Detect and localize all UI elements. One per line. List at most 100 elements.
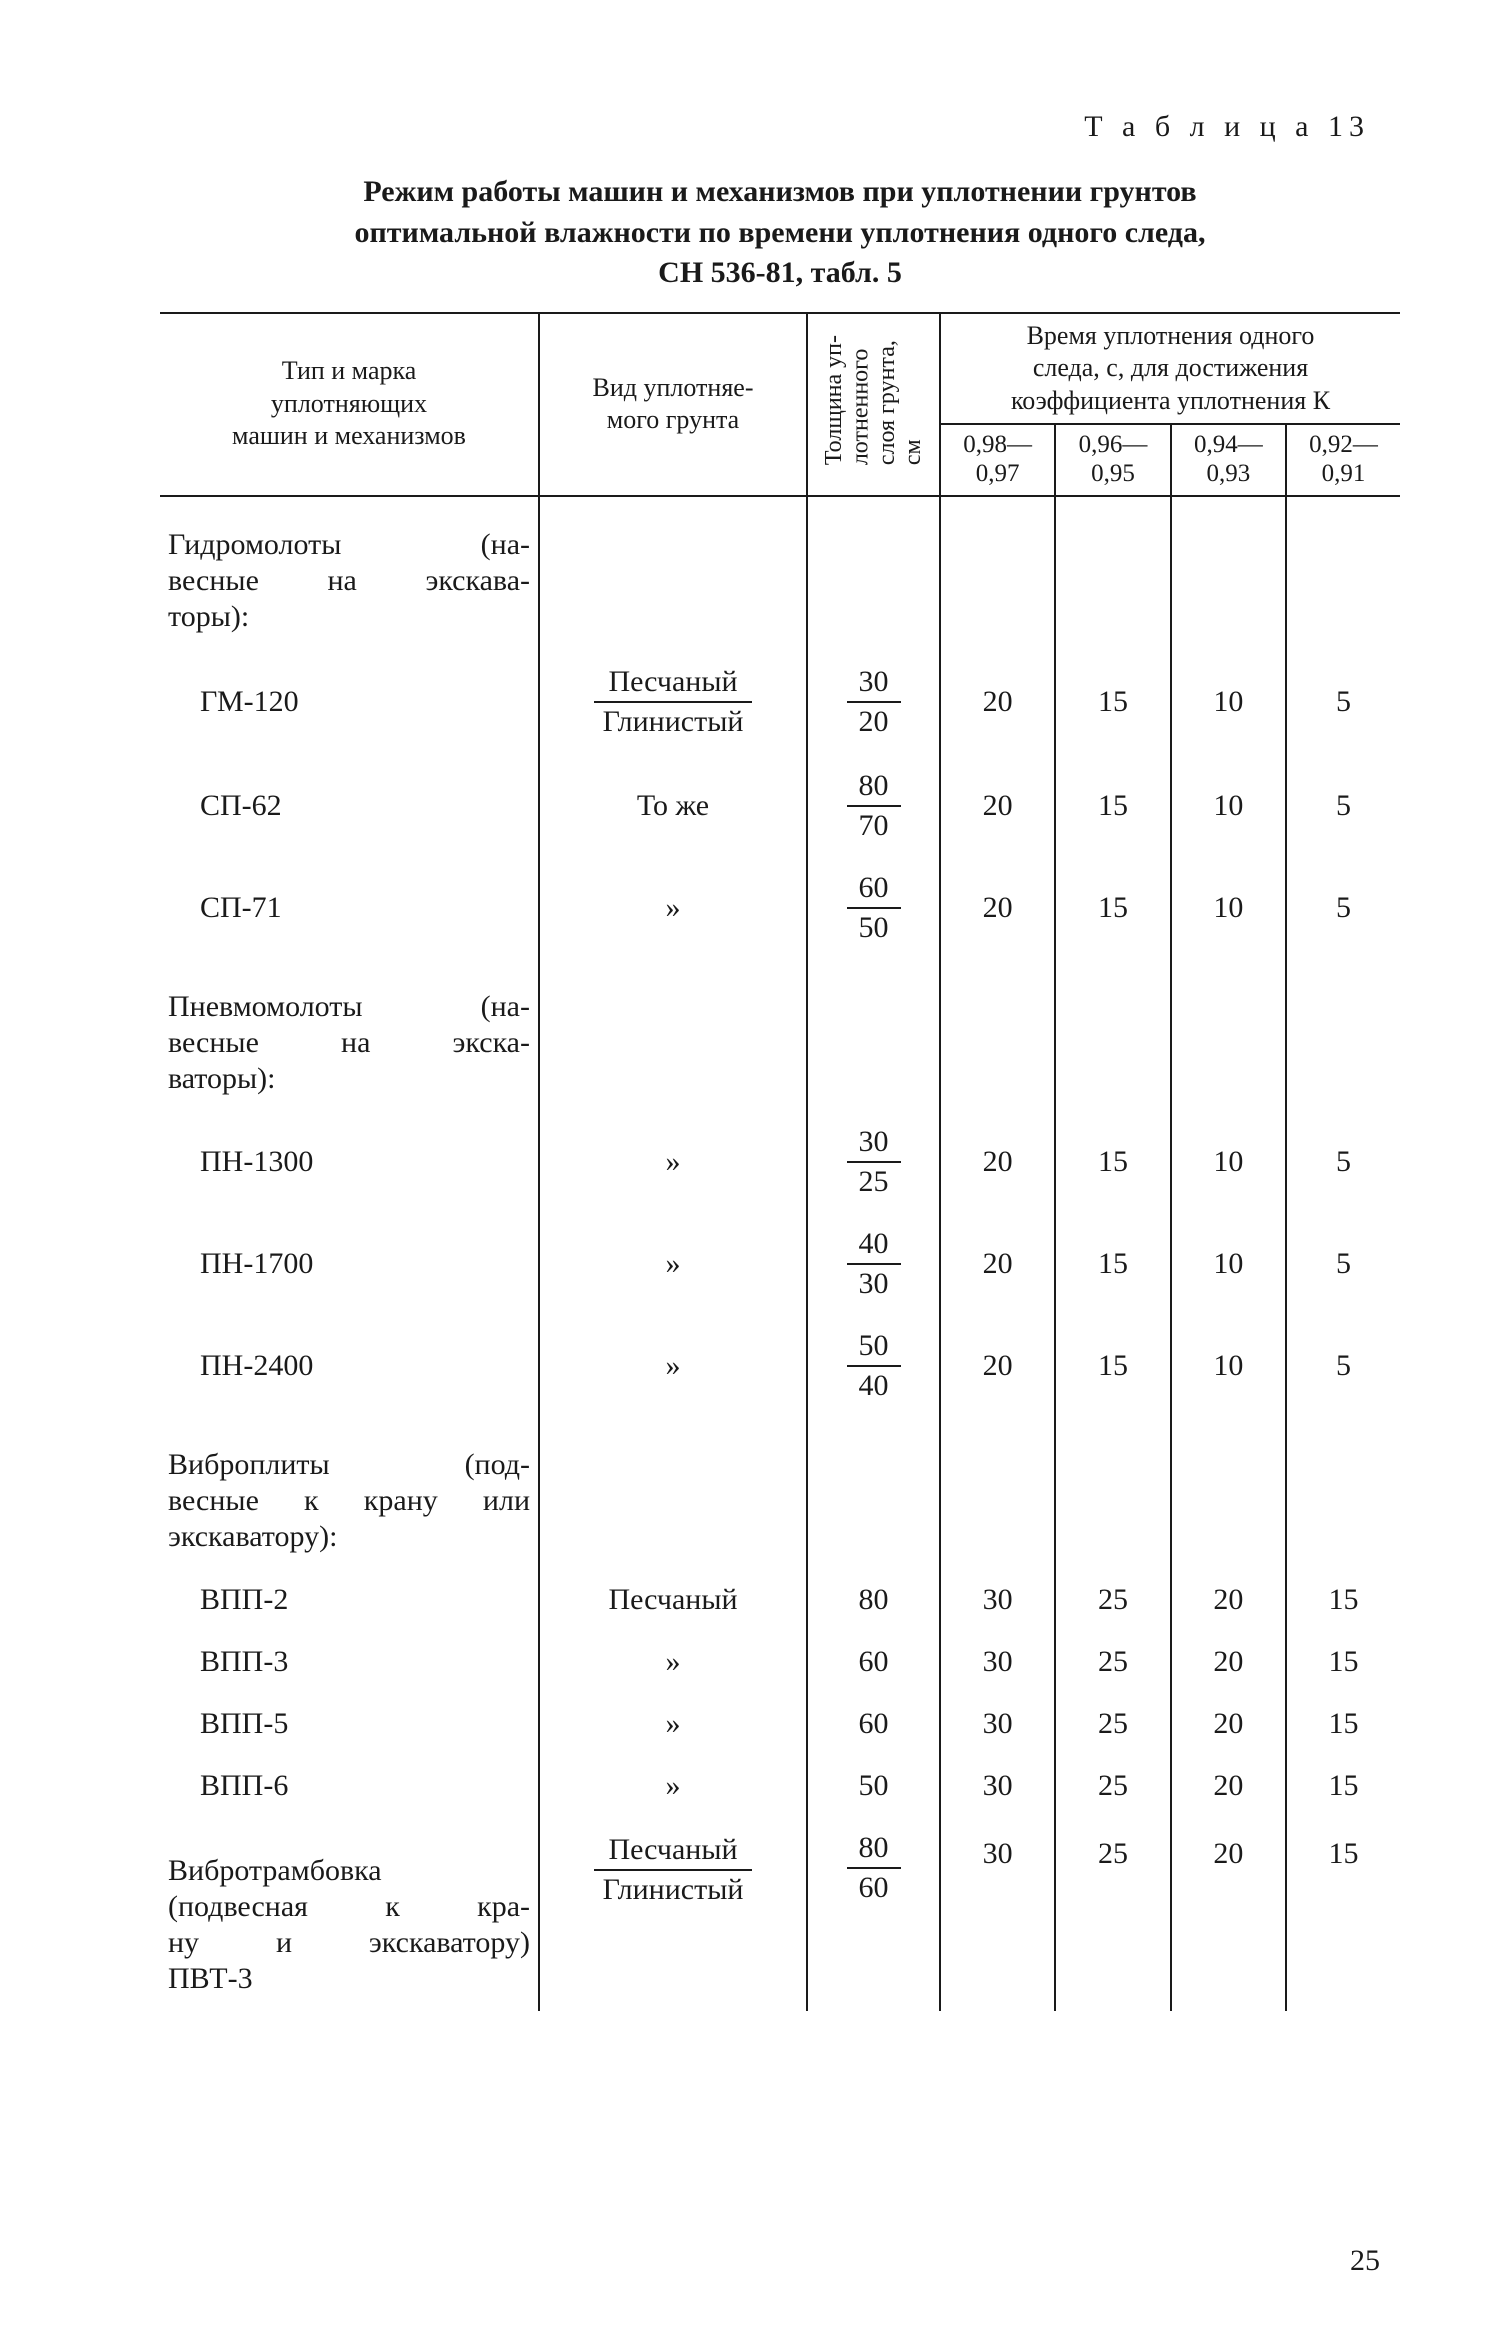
k-value: 5 [1286,1111,1400,1213]
cell-empty [1171,496,1286,649]
k-value: 10 [1171,857,1286,959]
table-row: ВПП-6»5030252015 [160,1755,1400,1817]
cell-empty [1171,959,1286,1111]
k-value: 25 [1055,1755,1170,1817]
header-k-096: 0,96— 0,95 [1055,424,1170,496]
thickness-cell: 8060 [807,1817,940,2011]
machine-model: ГМ-120 [160,649,539,755]
cell-empty [807,1417,940,1569]
cell-empty [807,496,940,649]
k-value: 30 [940,1569,1055,1631]
cell-empty [539,1417,807,1569]
soil-cell: То же [539,755,807,857]
thickness-top: 80 [847,769,901,807]
thickness-cell: 5040 [807,1315,940,1417]
thickness-cell: 80 [807,1569,940,1631]
header-text: Время уплотнения одного следа, с, для до… [1011,321,1330,415]
thickness-cell: 3020 [807,649,940,755]
k-value: 20 [1171,1693,1286,1755]
group-heading: Гидромолоты (на- весные на экскава- торы… [160,496,539,649]
k-value: 5 [1286,857,1400,959]
k-value: 20 [1171,1755,1286,1817]
thickness-cell: 60 [807,1631,940,1693]
k-value: 30 [940,1631,1055,1693]
header-machine-type: Тип и марка уплотняющих машин и механизм… [160,313,539,496]
k-value: 15 [1055,857,1170,959]
header-text-rotated: Толщина уп- лотненного слоя грунта, см [821,329,927,471]
header-text: Вид уплотняе- мого грунта [593,373,754,435]
header-text: Тип и марка уплотняющих машин и механизм… [232,356,466,450]
cell-empty [1286,496,1400,649]
k-value: 30 [940,1755,1055,1817]
machine-model: ВПП-6 [160,1755,539,1817]
k-value: 20 [940,1213,1055,1315]
thickness-value: 50 [859,1769,889,1802]
machine-model: ВПП-3 [160,1631,539,1693]
table-row: ВПП-5»6030252015 [160,1693,1400,1755]
thickness-top: 80 [847,1831,901,1869]
thickness-bot: 20 [847,703,901,739]
cell-empty [1171,1417,1286,1569]
group-heading: Пневмомолоты (на- весные на экска- ватор… [160,959,539,1111]
k-value: 20 [1171,1817,1286,2011]
thickness-top: 50 [847,1329,901,1367]
k-value: 15 [1286,1817,1400,2011]
thickness-bot: 30 [847,1265,901,1301]
thickness-cell: 4030 [807,1213,940,1315]
table-row: Гидромолоты (на- весные на экскава- торы… [160,496,1400,649]
soil-cell: » [539,1755,807,1817]
table-row: ПН-2400»50402015105 [160,1315,1400,1417]
thickness-bot: 50 [847,909,901,945]
data-table: Тип и марка уплотняющих машин и механизм… [160,312,1400,2011]
header-time-group: Время уплотнения одного следа, с, для до… [940,313,1400,425]
soil-cell: ПесчаныйГлинистый [539,1817,807,2011]
k-value: 15 [1286,1631,1400,1693]
cell-empty [539,959,807,1111]
table-row: СП-62То же80702015105 [160,755,1400,857]
thickness-top: 40 [847,1227,901,1265]
machine-model: ВПП-5 [160,1693,539,1755]
cell-empty [940,959,1055,1111]
table-row: Виброплиты (под- весные к крану или экск… [160,1417,1400,1569]
k-value: 5 [1286,755,1400,857]
k-value: 15 [1286,1693,1400,1755]
k-value: 20 [1171,1631,1286,1693]
soil-clay: Глинистый [589,703,758,741]
table-caption: Режим работы машин и механизмов при упло… [200,172,1360,294]
k-value: 25 [1055,1569,1170,1631]
thickness-cell: 60 [807,1693,940,1755]
soil-cell: » [539,1315,807,1417]
soil-cell: Песчаный [539,1569,807,1631]
thickness-top: 30 [847,665,901,703]
soil-clay: Глинистый [589,1871,758,1909]
cell-empty [1055,959,1170,1111]
table-row: ВПП-2Песчаный8030252015 [160,1569,1400,1631]
machine-model: ВПП-2 [160,1569,539,1631]
k-value: 5 [1286,1213,1400,1315]
k-value: 10 [1171,1213,1286,1315]
thickness-cell: 8070 [807,755,940,857]
k-value: 10 [1171,1111,1286,1213]
k-value: 5 [1286,649,1400,755]
k-value: 10 [1171,755,1286,857]
table-body: Гидромолоты (на- весные на экскава- торы… [160,496,1400,2011]
k-value: 25 [1055,1631,1170,1693]
soil-cell: » [539,1213,807,1315]
header-text: 0,94— 0,93 [1194,431,1263,487]
cell-empty [807,959,940,1111]
machine-model: СП-71 [160,857,539,959]
group-heading: Виброплиты (под- весные к крану или экск… [160,1417,539,1569]
k-value: 15 [1055,1315,1170,1417]
thickness-bot: 40 [847,1367,901,1403]
cell-empty [940,496,1055,649]
k-value: 10 [1171,649,1286,755]
soil-cell: » [539,857,807,959]
k-value: 20 [940,1315,1055,1417]
k-value: 25 [1055,1817,1170,2011]
header-text: 0,96— 0,95 [1079,431,1148,487]
cell-empty [1286,1417,1400,1569]
thickness-value: 60 [859,1645,889,1678]
k-value: 15 [1055,1213,1170,1315]
cell-empty [1286,959,1400,1111]
k-value: 20 [1171,1569,1286,1631]
